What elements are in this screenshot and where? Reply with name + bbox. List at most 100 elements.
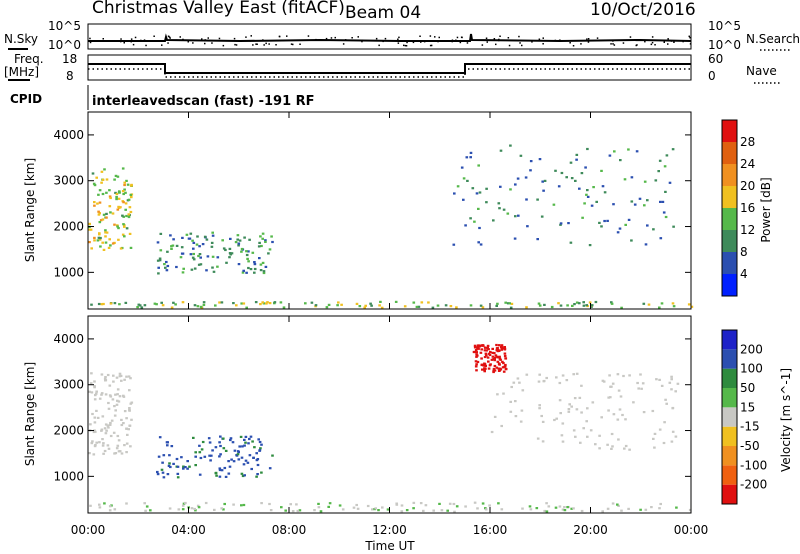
x-tick-label: 08:00 <box>272 523 307 537</box>
noise-dot <box>378 44 380 47</box>
noise-dot <box>569 42 571 44</box>
data-cell <box>102 442 105 445</box>
data-cell <box>240 504 243 507</box>
data-cell <box>170 247 173 250</box>
noise-dot <box>493 38 496 40</box>
noise-dot <box>153 35 155 37</box>
data-cell <box>180 456 183 459</box>
data-cell <box>485 187 488 190</box>
data-cell <box>116 434 120 438</box>
data-cell <box>618 408 622 411</box>
data-cell <box>477 241 480 244</box>
noise-dot <box>519 42 521 44</box>
power-colorbar-label: Power [dB] <box>759 177 773 242</box>
data-cell <box>624 418 627 421</box>
noise-dot <box>670 40 673 42</box>
data-cell <box>98 221 102 224</box>
data-cell <box>109 302 113 305</box>
data-cell <box>503 354 507 358</box>
noise-dot <box>459 41 462 44</box>
noise-dot <box>134 36 137 39</box>
data-cell <box>481 306 485 309</box>
data-cell <box>483 355 487 359</box>
data-cell <box>688 508 692 512</box>
data-cell <box>261 237 264 240</box>
data-cell <box>96 239 100 242</box>
data-cell <box>242 463 246 466</box>
data-cell <box>123 444 126 447</box>
noise-dot <box>315 38 317 41</box>
data-cell <box>115 447 119 450</box>
data-cell <box>627 507 630 510</box>
data-cell <box>575 153 579 156</box>
data-cell <box>630 200 634 203</box>
noise-dot <box>167 42 169 44</box>
data-cell <box>236 234 240 237</box>
noise-dot <box>486 41 488 43</box>
data-cell <box>101 192 105 196</box>
data-cell <box>601 379 605 382</box>
data-cell <box>580 172 584 175</box>
noise-dot <box>612 43 614 45</box>
data-cell <box>222 437 225 440</box>
data-cell <box>499 149 503 152</box>
data-cell <box>465 156 469 159</box>
data-cell <box>175 244 179 247</box>
data-cell <box>496 302 499 305</box>
data-cell <box>498 207 501 210</box>
data-cell <box>98 441 101 444</box>
data-cell <box>208 441 212 444</box>
data-cell <box>657 170 660 173</box>
noise-dot <box>673 41 675 43</box>
data-cell <box>126 183 130 186</box>
data-cell <box>261 232 265 235</box>
data-cell <box>127 213 131 216</box>
data-cell <box>652 437 655 440</box>
data-cell <box>160 468 164 471</box>
data-cell <box>180 246 184 249</box>
data-cell <box>374 507 377 510</box>
data-cell <box>610 385 613 388</box>
data-cell <box>90 391 94 394</box>
data-cell <box>203 235 207 238</box>
data-cell <box>660 302 664 305</box>
data-cell <box>259 235 262 238</box>
data-cell <box>660 384 664 387</box>
data-cell <box>585 193 588 196</box>
data-cell <box>601 185 605 188</box>
data-cell <box>104 229 107 232</box>
power-y-ticks: 1000 2000 3000 4000 <box>53 128 691 279</box>
data-cell <box>114 191 117 194</box>
noise-dot <box>102 38 104 40</box>
data-cell <box>622 374 625 378</box>
data-cell <box>519 154 523 157</box>
data-cell <box>190 507 194 510</box>
data-cell <box>123 183 126 187</box>
data-cell <box>485 354 488 357</box>
data-cell <box>253 446 256 449</box>
data-cell <box>181 504 185 507</box>
data-cell <box>119 247 123 250</box>
data-cell <box>670 388 673 391</box>
data-cell <box>192 258 196 261</box>
noise-dot <box>495 43 497 46</box>
data-cell <box>545 510 549 513</box>
data-cell <box>227 472 231 475</box>
data-cell <box>98 189 102 192</box>
data-cell <box>261 301 264 304</box>
colorbar-tick-label: -15 <box>740 420 760 434</box>
data-cell <box>573 397 577 400</box>
data-cell <box>538 404 541 407</box>
noise-dot <box>650 43 653 46</box>
data-cell <box>476 354 479 357</box>
data-cell <box>136 306 139 309</box>
data-cell <box>363 306 366 309</box>
data-cell <box>106 373 110 377</box>
data-cell <box>623 447 626 450</box>
data-cell <box>101 218 105 221</box>
data-cell <box>118 303 121 306</box>
velocity-y-ticks: 1000 2000 3000 4000 <box>53 332 691 483</box>
data-cell <box>205 238 209 241</box>
data-cell <box>229 438 232 442</box>
data-cell <box>102 302 105 306</box>
